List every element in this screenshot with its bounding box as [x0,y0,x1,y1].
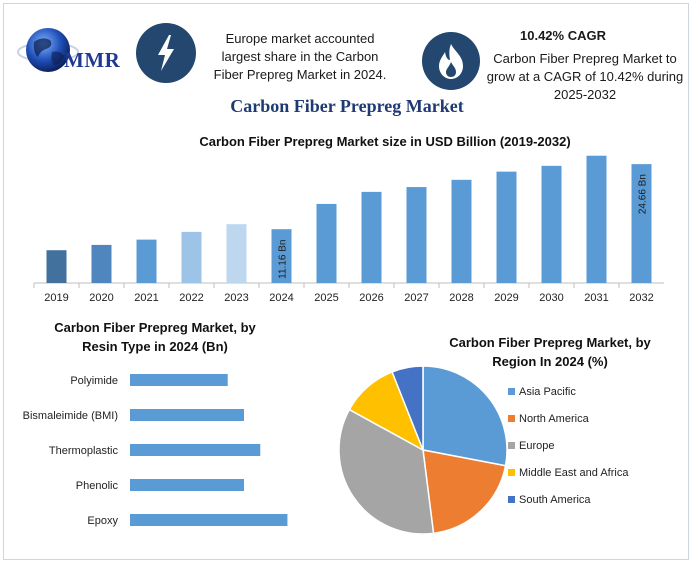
bar-2023 [226,224,247,283]
bar-2021 [136,239,157,283]
bar-2032 [631,164,652,283]
region-chart-title: Carbon Fiber Prepreg Market, by Region I… [449,335,651,369]
pie-slice-asia-pacific [422,365,508,467]
x-tick-label-2029: 2029 [494,292,518,304]
x-tick-label-2021: 2021 [134,292,158,304]
x-tick-label-2019: 2019 [44,292,68,304]
mmr-globe-logo [17,28,79,72]
x-tick-label-2027: 2027 [404,292,428,304]
resin-label-polyimide: Polyimide [70,375,118,387]
resin-bar-phenolic [130,479,244,491]
legend-label-north-america: North America [519,413,590,425]
x-tick-label-2031: 2031 [584,292,608,304]
x-tick-label-2026: 2026 [359,292,383,304]
pie-slice-europe [338,408,435,535]
resin-chart-title: Carbon Fiber Prepreg Market, by Resin Ty… [54,320,256,354]
bar-2026 [361,191,382,283]
bar-2029 [496,171,517,283]
legend-swatch-north-america [508,415,515,422]
x-tick-label-2025: 2025 [314,292,338,304]
legend-label-middle-east-and-africa: Middle East and Africa [519,467,629,479]
bar-2031 [586,155,607,283]
legend-swatch-asia-pacific [508,388,515,395]
size-chart-title: Carbon Fiber Prepreg Market size in USD … [199,134,571,149]
main-title: Carbon Fiber Prepreg Market [230,96,464,116]
legend-label-europe: Europe [519,440,554,452]
resin-bar-epoxy [130,514,288,526]
bar-2028 [451,179,472,283]
x-tick-label-2028: 2028 [449,292,473,304]
bar-2020 [91,244,112,283]
lightning-icon [136,23,196,83]
x-tick-label-2023: 2023 [224,292,248,304]
legend-label-asia-pacific: Asia Pacific [519,386,576,398]
flame-icon [422,32,480,90]
data-label-2024: 11.16 Bn [278,240,289,279]
logo-text: MMR [64,48,121,72]
bar-2019 [46,250,67,283]
bar-2022 [181,231,202,283]
x-tick-label-2024: 2024 [269,292,293,304]
bar-2025 [316,203,337,283]
pie-slice-north-america [422,449,507,535]
legend-label-south-america: South America [519,494,591,506]
bar-2027 [406,187,427,283]
resin-label-thermoplastic: Thermoplastic [49,445,119,457]
x-tick-label-2020: 2020 [89,292,113,304]
bar-2030 [541,165,562,283]
cagr-text: Carbon Fiber Prepreg Market to grow at a… [486,51,684,102]
resin-type-bar-chart: Polyimide Bismaleimide (BMI) Thermoplastic… [23,374,288,527]
resin-label-phenolic: Phenolic [76,480,119,492]
pie-slice-south-america [391,365,424,451]
resin-label-bismaleimide-bmi: Bismaleimide (BMI) [23,410,118,422]
legend-swatch-south-america [508,496,515,503]
region-pie-chart: Asia Pacific North America Europe Middle Ea… [338,365,629,535]
resin-label-epoxy: Epoxy [87,515,118,527]
x-tick-label-2032: 2032 [629,292,653,304]
legend-swatch-middle-east-and-africa [508,469,515,476]
data-label-2032: 24.66 Bn [638,174,649,214]
europe-share-text: Europe market accounted largest share in… [213,31,387,82]
resin-bar-bismaleimide-bmi [130,409,244,421]
bar-2024 [271,229,292,283]
x-tick-label-2022: 2022 [179,292,203,304]
legend-swatch-europe [508,442,515,449]
resin-bar-thermoplastic [130,444,261,456]
infographic-frame [3,3,689,560]
market-size-bar-chart: 2019 2020 2021 2022 2023 2024 11.16 Bn 2025 2026… [33,155,664,304]
resin-bar-polyimide [130,374,228,386]
cagr-title: 10.42% CAGR [520,28,606,43]
x-tick-label-2030: 2030 [539,292,563,304]
